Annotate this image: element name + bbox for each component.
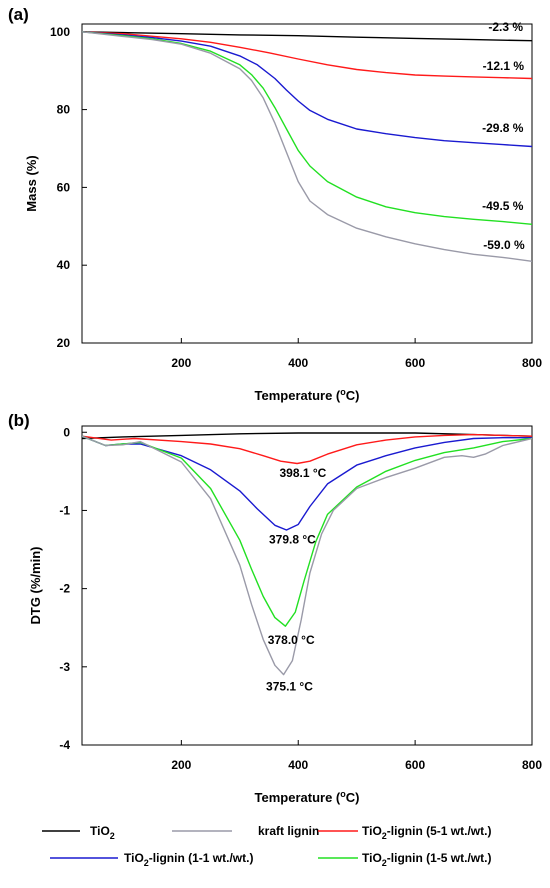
data-annotation: -49.5 % <box>482 199 524 213</box>
x-tick-label: 800 <box>522 356 542 370</box>
y-axis-title: DTG (%/min) <box>28 547 43 625</box>
y-tick-label: 60 <box>57 180 71 194</box>
series-line-r11 <box>82 435 532 531</box>
plot-frame <box>81 23 533 344</box>
series-line-r11 <box>82 31 532 148</box>
series-line-r51 <box>82 433 532 465</box>
y-tick-label: -2 <box>59 582 70 596</box>
plot-frame <box>81 425 533 746</box>
panel-b-label: (b) <box>8 411 30 430</box>
series-line-r51 <box>82 31 532 80</box>
legend-label: TiO2-lignin (1-5 wt./wt.) <box>362 851 491 868</box>
legend-label: TiO2-lignin (1-1 wt./wt.) <box>124 851 253 868</box>
x-axis-title: Temperature (oC) <box>255 387 360 403</box>
data-annotation: 398.1 °C <box>279 466 326 480</box>
legend-label: kraft lignin <box>258 824 319 838</box>
y-tick-label: 40 <box>57 258 71 272</box>
x-tick-label: 200 <box>171 356 191 370</box>
data-annotation: -12.1 % <box>483 59 525 73</box>
data-annotation: -2.3 % <box>488 20 523 34</box>
x-tick-label: 200 <box>171 758 191 772</box>
y-axis-title: Mass (%) <box>24 155 39 211</box>
series-line-TiO2 <box>82 31 532 42</box>
series-line-r15 <box>82 435 532 627</box>
panel-a-mass-chart: (a) 200 400 600 800 20 40 60 80 100 Temperature (… <box>8 5 542 403</box>
legend-item: TiO2-lignin (5-1 wt./wt.) <box>318 824 491 841</box>
x-tick-label: 600 <box>405 356 425 370</box>
series-group <box>82 432 532 676</box>
y-tick-label: -1 <box>59 503 70 517</box>
legend-item: TiO2-lignin (1-5 wt./wt.) <box>318 851 491 868</box>
y-tick-label: 0 <box>63 425 70 439</box>
legend-item: TiO2-lignin (1-1 wt./wt.) <box>50 851 253 868</box>
panel-a-label: (a) <box>8 5 29 24</box>
legend-label: TiO2-lignin (5-1 wt./wt.) <box>362 824 491 841</box>
x-tick-label: 400 <box>288 758 308 772</box>
data-annotation: 379.8 °C <box>269 532 316 546</box>
data-annotation: 375.1 °C <box>266 679 313 693</box>
legend-item: TiO2 <box>42 824 115 841</box>
data-annotation: -29.8 % <box>482 121 524 135</box>
y-tick-label: -3 <box>59 660 70 674</box>
series-line-TiO2 <box>82 432 532 440</box>
series-line-kraft <box>82 435 532 676</box>
x-tick-label: 600 <box>405 758 425 772</box>
legend-item: kraft lignin <box>172 824 319 838</box>
series-group <box>82 31 532 262</box>
series-line-r15 <box>82 31 532 225</box>
series-line-kraft <box>82 31 532 262</box>
data-annotation: -59.0 % <box>483 238 525 252</box>
y-tick-label: 80 <box>57 103 71 117</box>
data-annotation: 378.0 °C <box>268 633 315 647</box>
x-tick-label: 800 <box>522 758 542 772</box>
panel-b-dtg-chart: (b) 200 400 600 800 0 -1 -2 -3 -4 Temperature (oC… <box>8 411 542 805</box>
legend-label: TiO2 <box>90 824 115 841</box>
y-tick-label: 20 <box>57 336 71 350</box>
y-tick-label: -4 <box>59 738 70 752</box>
y-tick-label: 100 <box>50 25 70 39</box>
x-axis-title: Temperature (oC) <box>255 789 360 805</box>
legend: TiO2 kraft lignin TiO2-lignin (5-1 wt./wt.… <box>42 824 491 868</box>
x-tick-label: 400 <box>288 356 308 370</box>
